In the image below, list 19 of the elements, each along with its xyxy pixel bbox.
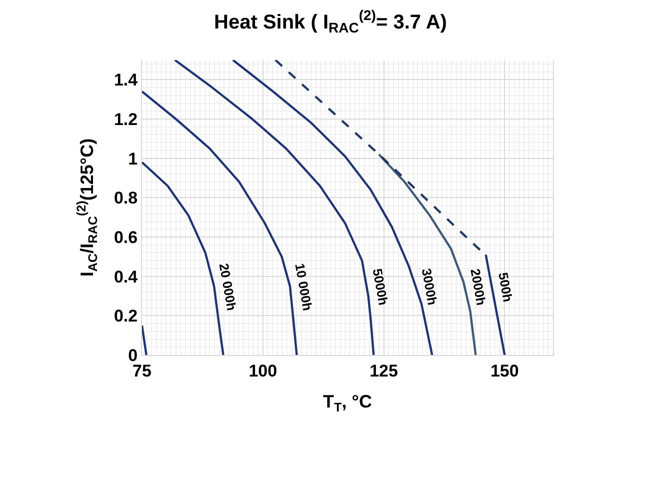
y-tick-label: 0.4 (114, 267, 138, 286)
y-tick-label: 1 (128, 149, 138, 168)
y-tick-label: 1.2 (114, 110, 138, 129)
x-tick-label: 125 (370, 361, 398, 380)
y-tick-label: 0.2 (114, 306, 138, 326)
text: 500h (496, 271, 516, 304)
x-tick-label: 150 (490, 361, 519, 380)
x-tick-label: 100 (248, 361, 278, 380)
line-series (174, 60, 375, 355)
chart-title: Heat Sink ( I$_{RAC}$$^{(2)}$= 3.7 A) (214, 6, 447, 36)
y-tick-label: 0.8 (114, 188, 138, 208)
text: 3000h (418, 267, 440, 306)
y-tick-label: 1.4 (114, 70, 138, 90)
text: 20 000h (216, 262, 240, 312)
y-tick-label: 0.6 (114, 228, 138, 247)
text: 5000h (370, 267, 391, 306)
text: 2000h (468, 268, 489, 306)
x-axis-title: T$_{T}$, °C (323, 392, 372, 414)
text: 10 000h (292, 262, 316, 312)
